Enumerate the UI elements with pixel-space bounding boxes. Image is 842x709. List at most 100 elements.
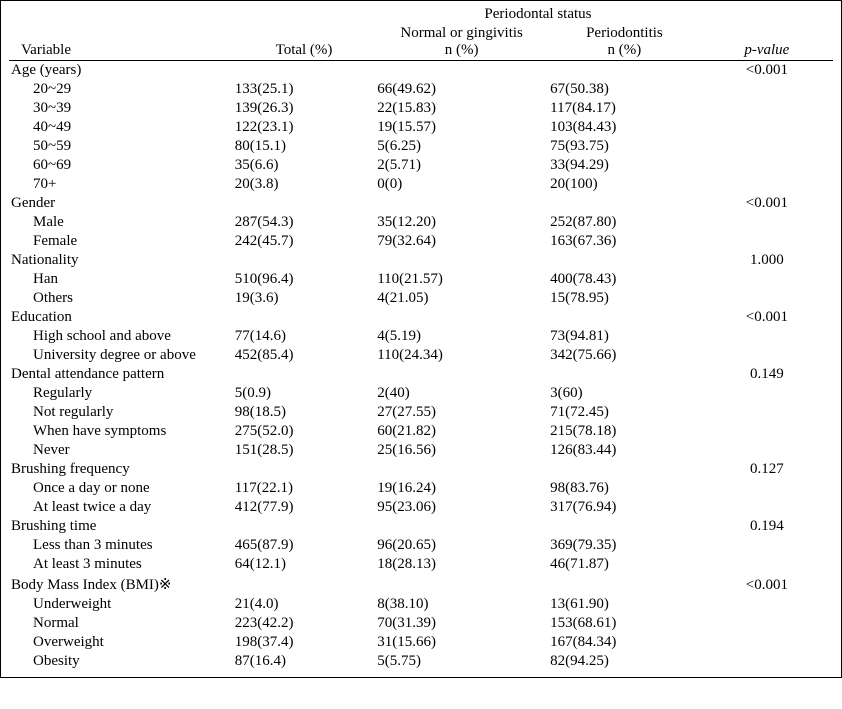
section-pvalue: 0.194 (701, 517, 833, 536)
row-total: 64(12.1) (233, 555, 375, 574)
row-perio: 75(93.75) (548, 137, 701, 156)
row-perio: 153(68.61) (548, 614, 701, 633)
row-perio: 252(87.80) (548, 213, 701, 232)
row-label: Normal (9, 614, 233, 633)
section-header-row: Age (years)<0.001 (9, 61, 833, 81)
row-label: Never (9, 441, 233, 460)
row-normal: 4(5.19) (375, 327, 548, 346)
row-label: High school and above (9, 327, 233, 346)
row-normal: 5(5.75) (375, 652, 548, 671)
row-total: 223(42.2) (233, 614, 375, 633)
row-perio: 15(78.95) (548, 289, 701, 308)
row-normal: 110(24.34) (375, 346, 548, 365)
section-header-row: Brushing time0.194 (9, 517, 833, 536)
section-header-row: Nationality 1.000 (9, 251, 833, 270)
row-label: Male (9, 213, 233, 232)
section-label: Nationality (9, 251, 233, 270)
row-label: Regularly (9, 384, 233, 403)
row-total: 198(37.4) (233, 633, 375, 652)
table-row: Less than 3 minutes465(87.9)96(20.65)369… (9, 536, 833, 555)
row-normal: 8(38.10) (375, 595, 548, 614)
row-total: 151(28.5) (233, 441, 375, 460)
row-label: 20~29 (9, 80, 233, 99)
row-normal: 5(6.25) (375, 137, 548, 156)
row-normal: 110(21.57) (375, 270, 548, 289)
row-label: When have symptoms (9, 422, 233, 441)
section-pvalue: 1.000 (701, 251, 833, 270)
periodontal-table: Periodontal statusVariableTotal (%)Norma… (9, 5, 833, 671)
table-row: Underweight21(4.0)8(38.10)13(61.90) (9, 595, 833, 614)
section-header-row: Gender<0.001 (9, 194, 833, 213)
row-perio: 103(84.43) (548, 118, 701, 137)
row-label: Underweight (9, 595, 233, 614)
row-perio: 163(67.36) (548, 232, 701, 251)
row-perio: 369(79.35) (548, 536, 701, 555)
row-normal: 18(28.13) (375, 555, 548, 574)
row-perio: 317(76.94) (548, 498, 701, 517)
row-label: Female (9, 232, 233, 251)
row-total: 242(45.7) (233, 232, 375, 251)
row-total: 465(87.9) (233, 536, 375, 555)
row-perio: 342(75.66) (548, 346, 701, 365)
section-label: Dental attendance pattern (9, 365, 233, 384)
row-normal: 2(5.71) (375, 156, 548, 175)
row-label: Less than 3 minutes (9, 536, 233, 555)
table-row: High school and above77(14.6)4(5.19)73(9… (9, 327, 833, 346)
row-total: 452(85.4) (233, 346, 375, 365)
row-normal: 19(15.57) (375, 118, 548, 137)
col-header-pvalue: p-value (701, 24, 833, 61)
table-row: Female242(45.7)79(32.64)163(67.36) (9, 232, 833, 251)
table-row: Normal223(42.2)70(31.39)153(68.61) (9, 614, 833, 633)
row-normal: 4(21.05) (375, 289, 548, 308)
section-header-row: Body Mass Index (BMI)※<0.001 (9, 574, 833, 595)
row-total: 21(4.0) (233, 595, 375, 614)
table-row: Obesity87(16.4)5(5.75)82(94.25) (9, 652, 833, 671)
row-label: Overweight (9, 633, 233, 652)
table-row: Never151(28.5)25(16.56)126(83.44) (9, 441, 833, 460)
row-label: University degree or above (9, 346, 233, 365)
row-perio: 46(71.87) (548, 555, 701, 574)
section-header-row: Dental attendance pattern 0.149 (9, 365, 833, 384)
table-body: Age (years)<0.00120~29133(25.1)66(49.62)… (9, 61, 833, 672)
row-label: Not regularly (9, 403, 233, 422)
table-container: Periodontal statusVariableTotal (%)Norma… (0, 0, 842, 678)
section-label: Age (years) (9, 61, 233, 81)
row-normal: 70(31.39) (375, 614, 548, 633)
row-label: At least 3 minutes (9, 555, 233, 574)
row-label: At least twice a day (9, 498, 233, 517)
section-label: Body Mass Index (BMI)※ (9, 574, 233, 595)
row-label: 40~49 (9, 118, 233, 137)
row-total: 35(6.6) (233, 156, 375, 175)
row-perio: 400(78.43) (548, 270, 701, 289)
row-label: 60~69 (9, 156, 233, 175)
row-label: 70+ (9, 175, 233, 194)
row-normal: 60(21.82) (375, 422, 548, 441)
section-label: Gender (9, 194, 233, 213)
row-perio: 167(84.34) (548, 633, 701, 652)
row-total: 77(14.6) (233, 327, 375, 346)
row-label: 50~59 (9, 137, 233, 156)
row-normal: 96(20.65) (375, 536, 548, 555)
section-pvalue: 0.149 (701, 365, 833, 384)
row-label: 30~39 (9, 99, 233, 118)
row-normal: 22(15.83) (375, 99, 548, 118)
row-normal: 0(0) (375, 175, 548, 194)
row-total: 117(22.1) (233, 479, 375, 498)
row-total: 5(0.9) (233, 384, 375, 403)
table-row: At least 3 minutes64(12.1)18(28.13)46(71… (9, 555, 833, 574)
row-normal: 35(12.20) (375, 213, 548, 232)
table-row: Others19(3.6)4(21.05)15(78.95) (9, 289, 833, 308)
col-header-normal: Normal or gingivitisn (%) (375, 24, 548, 61)
row-perio: 3(60) (548, 384, 701, 403)
section-label: Brushing frequency (9, 460, 233, 479)
row-total: 287(54.3) (233, 213, 375, 232)
row-total: 98(18.5) (233, 403, 375, 422)
row-perio: 215(78.18) (548, 422, 701, 441)
table-row: Regularly5(0.9)2(40)3(60) (9, 384, 833, 403)
row-perio: 117(84.17) (548, 99, 701, 118)
row-total: 87(16.4) (233, 652, 375, 671)
section-header-row: Education<0.001 (9, 308, 833, 327)
row-total: 122(23.1) (233, 118, 375, 137)
row-perio: 82(94.25) (548, 652, 701, 671)
row-label: Others (9, 289, 233, 308)
